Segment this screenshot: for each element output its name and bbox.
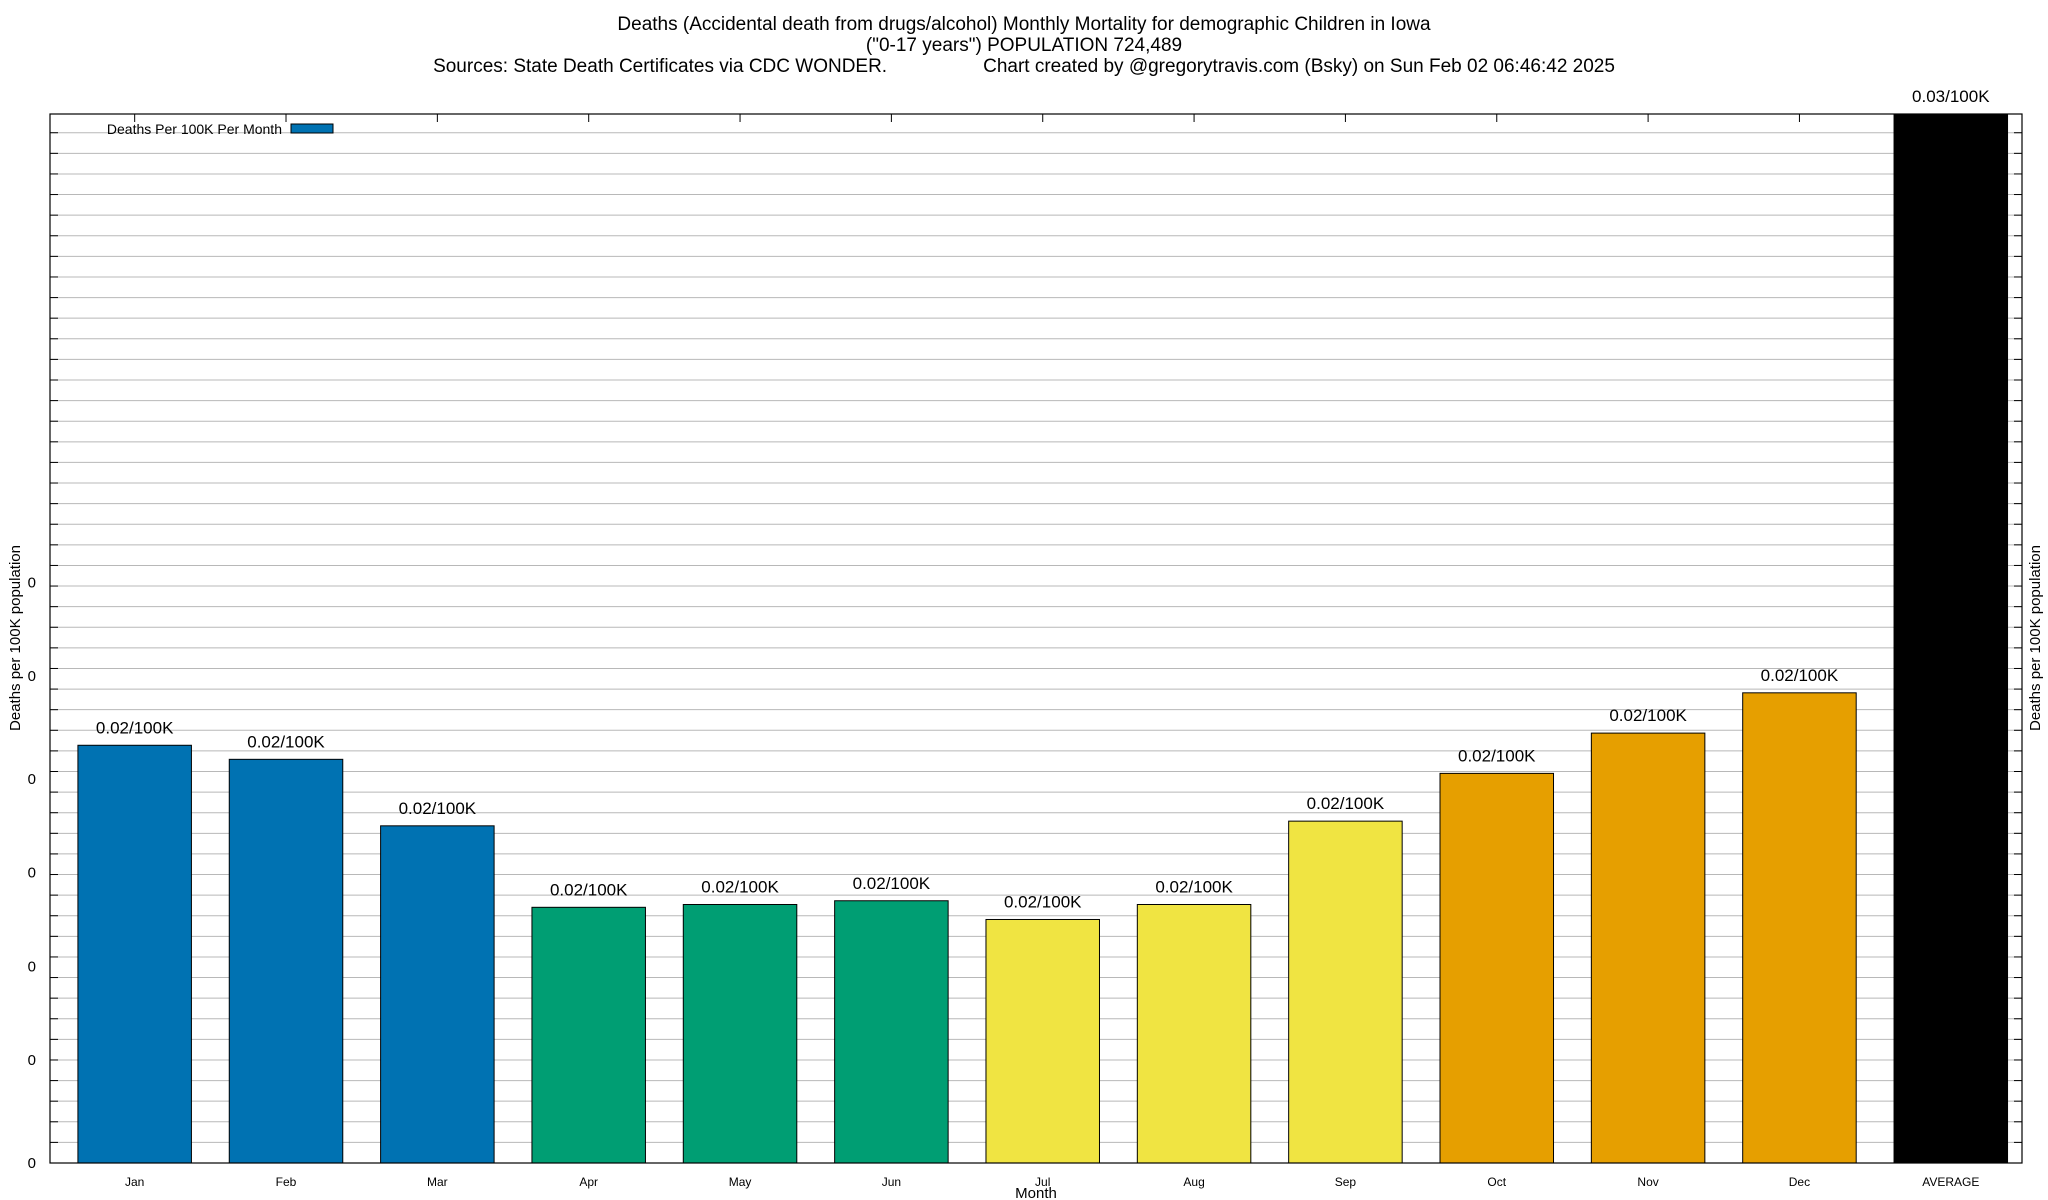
y-tick-labels: 0 0 0 0 0 0 0: [28, 574, 36, 1172]
data-label-oct: 0.02/100K: [1458, 746, 1536, 765]
x-tick-label-aug: Aug: [1183, 1175, 1204, 1189]
x-tick-label-sep: Sep: [1335, 1175, 1357, 1189]
bars: [77, 113, 2009, 1164]
data-label-feb: 0.02/100K: [247, 732, 325, 751]
y-tick-label: 0: [28, 668, 36, 685]
bar-apr: [531, 906, 646, 1164]
y-axis-label: Deaths per 100K population: [7, 545, 24, 731]
legend-swatch: [290, 123, 334, 134]
y-tick-label: 0: [28, 574, 36, 591]
data-label-nov: 0.02/100K: [1609, 706, 1687, 725]
y-tick-label: 0: [28, 865, 36, 882]
x-tick-label-dec: Dec: [1789, 1175, 1810, 1189]
data-label-jun: 0.02/100K: [853, 874, 931, 893]
data-label-sep: 0.02/100K: [1307, 794, 1385, 813]
bar-feb: [228, 758, 344, 1164]
x-tick-label-nov: Nov: [1637, 1175, 1658, 1189]
data-label-aug: 0.02/100K: [1155, 877, 1233, 896]
x-tick-label-feb: Feb: [276, 1175, 297, 1189]
bar-average: [1893, 113, 2009, 1164]
bar-jan: [77, 744, 192, 1164]
y-tick-label: 0: [28, 1052, 36, 1069]
bar-jul: [985, 918, 1100, 1164]
y-tick-label: 0: [28, 958, 36, 975]
bar-may: [682, 903, 798, 1164]
x-tick-label-mar: Mar: [427, 1175, 448, 1189]
bar-dec: [1742, 692, 1857, 1164]
data-labels: 0.02/100K 0.02/100K 0.02/100K 0.02/100K 0.02…: [96, 87, 1990, 911]
chart-subtitle: ("0-17 years") POPULATION 724,489: [865, 35, 1183, 56]
data-label-average: 0.03/100K: [1912, 87, 1990, 106]
plot-frame: [49, 113, 2023, 1164]
data-label-jul: 0.02/100K: [1004, 892, 1082, 911]
x-tick-label-apr: Apr: [579, 1175, 598, 1189]
x-tick-label-oct: Oct: [1487, 1175, 1506, 1189]
x-tick-label-jun: Jun: [882, 1175, 901, 1189]
bar-oct: [1439, 772, 1555, 1164]
bar-mar: [380, 825, 495, 1164]
legend: Deaths Per 100K Per Month: [107, 121, 334, 137]
chart-title: Deaths (Accidental death from drugs/alco…: [617, 14, 1431, 35]
y-tick-label: 0: [28, 1155, 36, 1172]
data-label-jan: 0.02/100K: [96, 718, 174, 737]
credit-text: Chart created by @gregorytravis.com (Bsk…: [983, 56, 1615, 77]
data-label-apr: 0.02/100K: [550, 880, 628, 899]
bar-aug: [1136, 903, 1252, 1164]
x-tick-label-jan: Jan: [125, 1175, 144, 1189]
data-label-mar: 0.02/100K: [399, 799, 477, 818]
bar-nov: [1590, 732, 1706, 1164]
bar-jun: [834, 900, 949, 1164]
sources-text: Sources: State Death Certificates via CD…: [433, 56, 888, 77]
x-tick-label-may: May: [729, 1175, 752, 1189]
y2-axis-label: Deaths per 100K population: [2027, 545, 2044, 731]
x-tick-label-average: AVERAGE: [1922, 1175, 1979, 1189]
y-tick-label: 0: [28, 771, 36, 788]
x-tick-labels: Jan Feb Mar Apr May Jun Jul Aug Sep Oct Nov Dec AVER…: [125, 1175, 1979, 1189]
sources-line: Sources: State Death Certificates via CD…: [0, 56, 2048, 77]
bar-sep: [1288, 820, 1403, 1164]
x-axis-label: Month: [1015, 1185, 1057, 1200]
legend-label: Deaths Per 100K Per Month: [107, 121, 282, 137]
x-tick-label-jul: Jul: [1035, 1175, 1050, 1189]
chart-title-block: Deaths (Accidental death from drugs/alco…: [0, 14, 2048, 77]
data-label-may: 0.02/100K: [701, 877, 779, 896]
data-label-dec: 0.02/100K: [1761, 666, 1839, 685]
